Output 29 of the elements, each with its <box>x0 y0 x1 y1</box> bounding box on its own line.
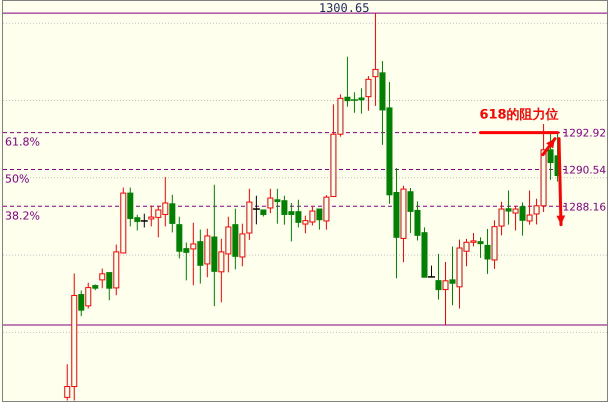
candlestick <box>506 190 512 226</box>
text: 50% <box>5 172 30 186</box>
candlestick <box>478 236 484 258</box>
candlestick <box>520 202 526 236</box>
text: 38.2% <box>5 209 40 222</box>
candlestick <box>365 76 372 112</box>
series-label: 618的阻力位 <box>479 108 559 123</box>
candlestick <box>85 282 92 309</box>
candlestick <box>169 194 176 233</box>
candlestick <box>442 261 448 326</box>
ref-line-label: 1292.92 <box>562 128 606 140</box>
candlestick <box>239 223 246 267</box>
ref-line-label: 1288.16 <box>562 201 606 214</box>
candlestick <box>106 272 112 301</box>
candlestick <box>512 205 519 231</box>
candlestick <box>99 268 106 289</box>
candlestick <box>372 12 378 106</box>
candlestick <box>450 246 456 306</box>
candlestick <box>316 208 322 230</box>
ref-line-label: 1300.65 <box>318 1 370 16</box>
candlestick <box>197 229 204 284</box>
candlestick <box>190 222 196 286</box>
text: 61.8% <box>5 136 40 149</box>
candlestick <box>435 253 442 300</box>
candlestick <box>526 190 533 226</box>
candlestick <box>267 188 274 214</box>
candlestick <box>484 228 491 274</box>
candlestick <box>78 290 84 317</box>
ref-line-label: 1290.54 <box>562 164 606 176</box>
